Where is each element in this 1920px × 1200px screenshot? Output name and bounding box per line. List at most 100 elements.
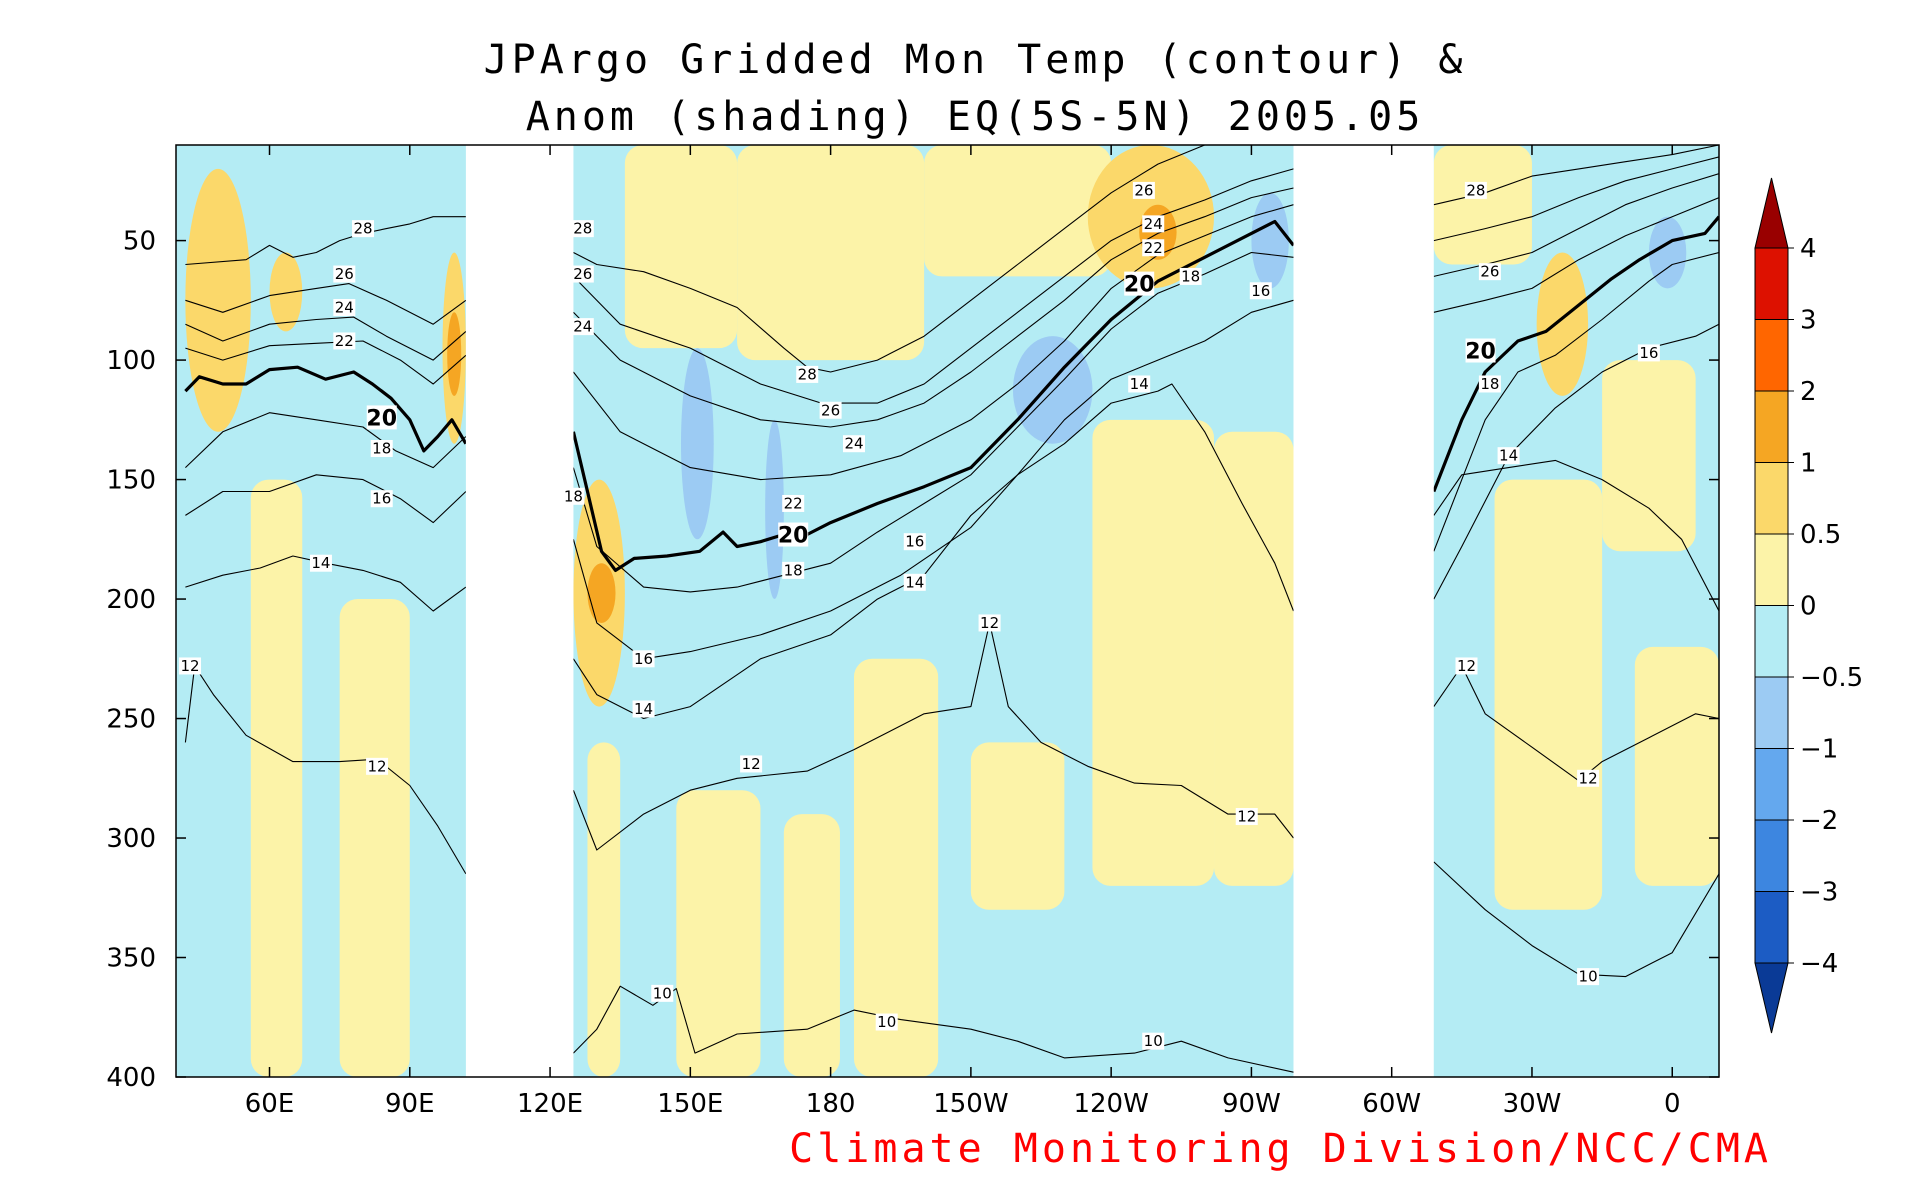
contour-label-box (1142, 1032, 1165, 1050)
contour-label: 24 (1144, 215, 1163, 233)
colorbar-box (1754, 319, 1789, 392)
colorbar-box (1754, 533, 1789, 606)
contour-label: 16 (905, 533, 924, 551)
cool-anomaly-region (1251, 192, 1289, 289)
contour-label-box (333, 299, 356, 317)
contour-line-26 (573, 168, 1294, 404)
no-data-gaps (465, 145, 1434, 1077)
contour-label: 16 (1251, 282, 1270, 300)
positive-anomaly-region (970, 742, 1065, 910)
contour-label: 10 (1144, 1032, 1163, 1050)
anomaly-shading (185, 145, 1719, 1077)
contour-label: 10 (1579, 968, 1598, 986)
contour-line-24 (573, 187, 1294, 428)
contour-line-20 (1432, 215, 1719, 493)
x-tick-label: 150E (657, 1089, 723, 1119)
contour-label-box (1577, 968, 1600, 986)
contour-label-box (1455, 657, 1478, 675)
contour-line-12 (184, 665, 467, 875)
contour-label: 20 (1124, 273, 1155, 298)
positive-anomaly-region (676, 790, 761, 1077)
colorbar-label: 2 (1800, 377, 1817, 407)
contour-label-box (370, 490, 393, 508)
contour-label: 26 (821, 401, 840, 419)
colorbar-box (1754, 462, 1789, 535)
colorbar: 4 3 2 1 0.5 0 −0.5 −1 −2 −3 −4 (1754, 177, 1863, 1034)
x-tick-label: 0 (1664, 1089, 1681, 1119)
no-data-gap (1293, 145, 1434, 1077)
contour-label-box (978, 614, 1001, 632)
contour-label: 14 (1499, 447, 1518, 465)
contour-label-box (875, 1013, 898, 1031)
contour-label-box (1497, 447, 1520, 465)
y-tick-label: 400 (106, 1063, 156, 1093)
contour-label-box (1132, 181, 1155, 199)
contour-label: 24 (335, 299, 354, 317)
y-tick-label: 50 (123, 227, 156, 257)
contour-label: 22 (784, 494, 803, 512)
positive-anomaly-region (250, 479, 303, 1077)
colorbar-box (1754, 390, 1789, 463)
contour-label: 14 (905, 573, 924, 591)
x-tick-label: 150W (933, 1089, 1008, 1119)
contour-label-box (782, 561, 805, 579)
contour-label-box (1637, 344, 1660, 362)
contour-label-box (179, 657, 202, 675)
contour-label: 18 (1181, 267, 1200, 285)
contour-line-20 (184, 365, 468, 453)
contour-label-box (366, 405, 397, 430)
contour-line-28 (185, 216, 466, 266)
cool-anomaly-region (765, 419, 784, 600)
contour-line-16 (1433, 323, 1719, 600)
positive-anomaly-region (1634, 646, 1719, 886)
contour-label-box (1577, 769, 1600, 787)
positive-anomaly-region (924, 145, 1112, 277)
positive-anomaly-region (1494, 479, 1603, 910)
colorbar-top-triangle (1754, 177, 1789, 249)
contour-label-box (571, 318, 594, 336)
warm-anomaly-region (587, 563, 616, 623)
colorbar-label: 3 (1800, 306, 1817, 336)
contour-label: 12 (1237, 808, 1256, 826)
contour-line-26 (1433, 156, 1719, 242)
contour-label-box (1179, 267, 1202, 285)
contour-label-box (778, 522, 809, 547)
contour-label: 20 (1465, 340, 1496, 365)
contour-label-box (819, 401, 842, 419)
contour-label: 28 (353, 220, 372, 238)
contour-line-24 (185, 316, 467, 361)
contour-label-box (571, 220, 594, 238)
contour-label-box (740, 755, 763, 773)
contour-line-18 (572, 251, 1294, 593)
y-tick-label: 200 (106, 585, 156, 615)
colorbar-label: 0 (1800, 592, 1817, 622)
contour-label: 14 (634, 700, 653, 718)
contour-label-box (571, 265, 594, 283)
contour-label: 12 (180, 657, 199, 675)
contour-label-box (632, 650, 655, 668)
y-tick-label: 250 (106, 705, 156, 735)
contour-label: 18 (1480, 375, 1499, 393)
cool-anomaly-region (680, 348, 714, 540)
contour-label: 12 (1579, 769, 1598, 787)
chart-title-line1: JPArgo Gridded Mon Temp (contour) & (484, 37, 1467, 83)
contour-label-box (651, 984, 674, 1002)
contour-line-22 (572, 204, 1294, 481)
contour-label-box (796, 365, 819, 383)
colorbar-label: −1 (1800, 735, 1838, 765)
contour-label: 22 (1144, 239, 1163, 257)
colorbar-box (1754, 891, 1789, 964)
y-tick-label: 100 (106, 346, 156, 376)
positive-anomaly-region (587, 742, 621, 1077)
contour-label: 12 (1457, 657, 1476, 675)
contour-label-box (352, 220, 375, 238)
contour-line-20 (571, 219, 1295, 572)
contour-label: 16 (372, 490, 391, 508)
contour-label: 12 (368, 757, 387, 775)
contour-label: 20 (366, 406, 397, 431)
colorbar-label: −3 (1800, 878, 1838, 908)
contour-label-box (1142, 215, 1165, 233)
contour-label: 16 (634, 650, 653, 668)
contour-label: 10 (877, 1013, 896, 1031)
